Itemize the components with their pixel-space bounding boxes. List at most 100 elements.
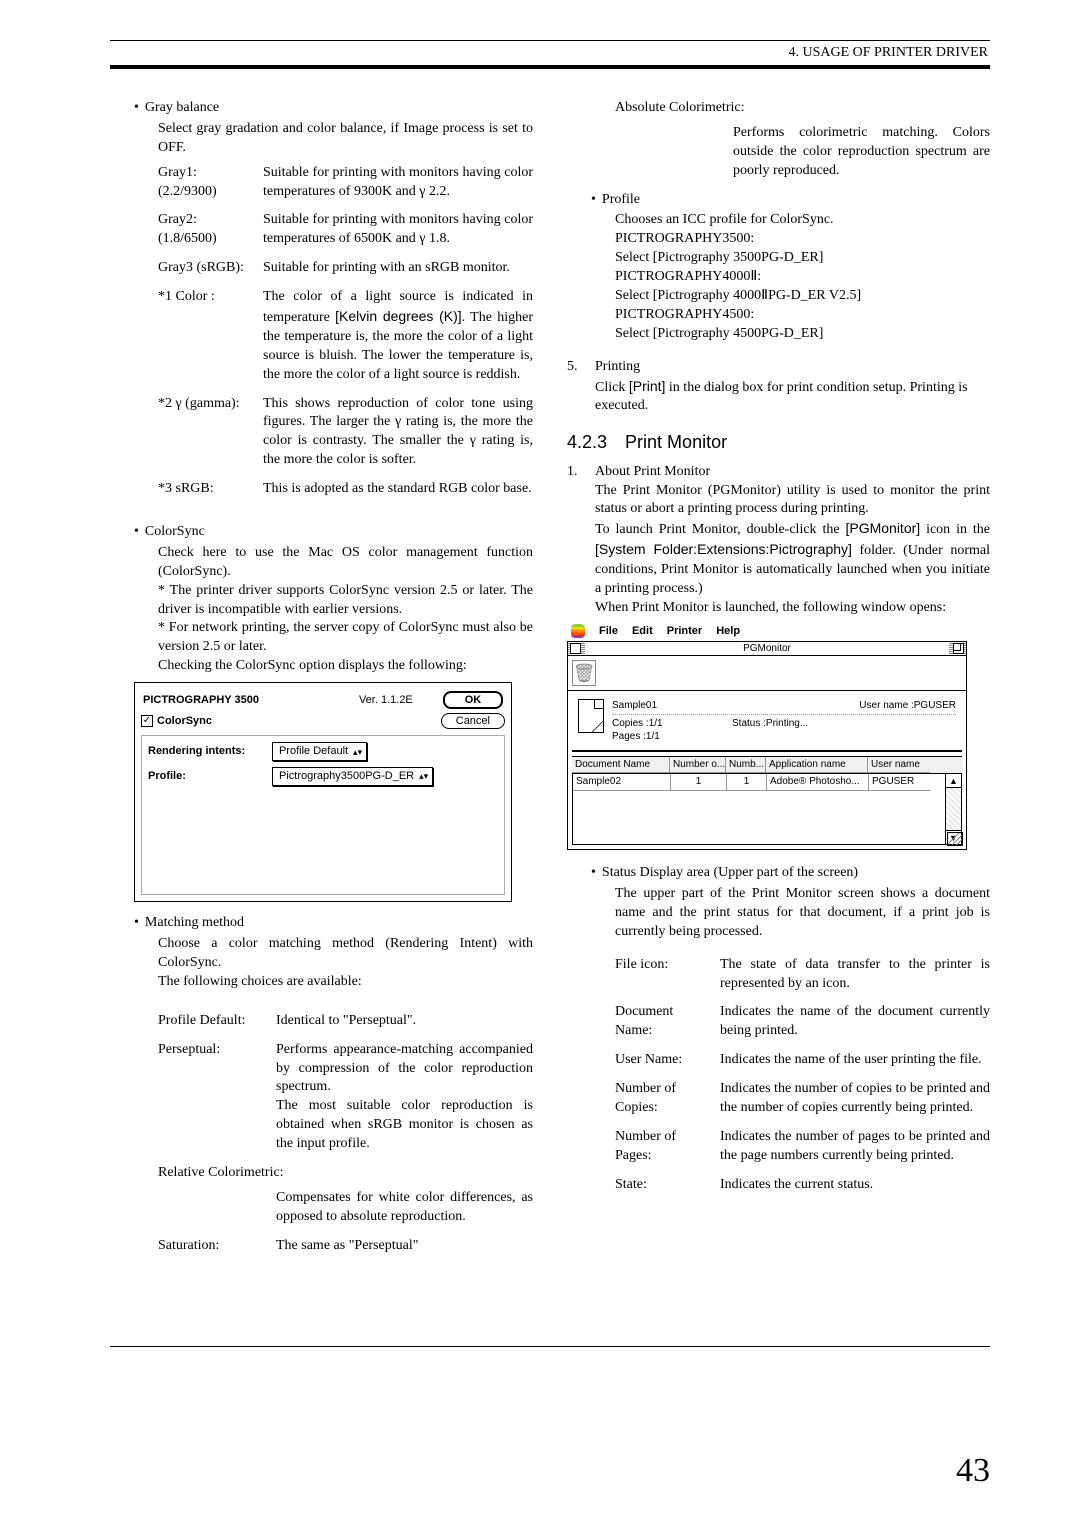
resize-icon[interactable] xyxy=(947,832,963,846)
pages-label: Pages : xyxy=(612,731,646,742)
user-name-desc: Indicates the name of the user printing … xyxy=(720,1051,990,1080)
profile-value: Pictrography3500PG-D_ER xyxy=(279,770,414,782)
section-title: Print Monitor xyxy=(625,430,727,454)
status-value: Printing... xyxy=(766,718,808,729)
printing-title: Printing xyxy=(595,358,990,377)
rendering-intents-value: Profile Default xyxy=(279,745,348,757)
apple-icon[interactable] xyxy=(571,624,585,638)
colorsync-p2: * The printer driver supports ColorSync … xyxy=(134,582,533,620)
close-icon[interactable] xyxy=(570,643,581,654)
profile-line-1: Select [Pictrography 3500PG-D_ER] xyxy=(591,249,990,268)
state-desc: Indicates the current status. xyxy=(720,1176,990,1205)
window-title: PGMonitor xyxy=(585,642,949,656)
gray3-term: Gray3 (sRGB): xyxy=(158,259,263,288)
cell-app: Adobe® Photosho... xyxy=(767,774,869,791)
menu-help[interactable]: Help xyxy=(716,624,740,639)
statusarea-title: Status Display area (Upper part of the s… xyxy=(602,864,858,883)
file-icon-desc: The state of data transfer to the printe… xyxy=(720,956,990,1004)
profile-title: Profile xyxy=(602,191,640,210)
document-icon xyxy=(578,699,604,733)
about-p2: To launch Print Monitor, double-click th… xyxy=(595,519,990,599)
profile-p1: Chooses an ICC profile for ColorSync. xyxy=(591,211,990,230)
colorsync-p4: Checking the ColorSync option displays t… xyxy=(134,657,533,676)
state-term: State: xyxy=(615,1176,720,1205)
scroll-up-icon[interactable]: ▲ xyxy=(946,774,961,788)
graybalance-title: Gray balance xyxy=(145,99,219,118)
col-user: User name xyxy=(868,757,930,774)
cell-doc: Sample02 xyxy=(573,774,671,791)
updown-icon: ▴▾ xyxy=(419,770,428,782)
status-doc: Sample01 xyxy=(612,699,657,713)
bullet-icon: • xyxy=(591,191,596,210)
menu-edit[interactable]: Edit xyxy=(632,624,653,639)
gray2-term2: (1.8/6500) xyxy=(158,231,217,246)
profile-select[interactable]: Pictrography3500PG-D_ER ▴▾ xyxy=(272,767,433,786)
ok-button[interactable]: OK xyxy=(443,691,503,709)
relative-colorimetric-desc: Compensates for white color differences,… xyxy=(276,1189,533,1237)
colorsync-p1: Check here to use the Mac OS color manag… xyxy=(134,544,533,582)
about-p1: The Print Monitor (PGMonitor) utility is… xyxy=(595,482,990,520)
trash-icon[interactable]: 🗑 xyxy=(572,660,596,686)
bullet-icon: • xyxy=(134,914,139,933)
user-name-term: User Name: xyxy=(615,1051,720,1080)
absolute-colorimetric-desc: Performs colorimetric matching. Colors o… xyxy=(733,124,990,191)
colorsync-checkbox[interactable]: ✓ ColorSync xyxy=(141,714,212,729)
updown-icon: ▴▾ xyxy=(353,746,362,758)
menubar: File Edit Printer Help xyxy=(567,622,967,641)
cell-copies: 1 xyxy=(671,774,727,791)
status-label: Status : xyxy=(732,718,766,729)
colorsync-p3: * For network printing, the server copy … xyxy=(134,619,533,657)
number-copies-desc: Indicates the number of copies to be pri… xyxy=(720,1080,990,1128)
table-header: Document Name Number o... Numb... Applic… xyxy=(572,756,962,774)
col-copies: Number o... xyxy=(670,757,726,774)
note-color-term: *1 Color : xyxy=(158,288,263,394)
note-gamma-desc: This shows reproduction of color tone us… xyxy=(263,395,533,481)
menu-printer[interactable]: Printer xyxy=(667,624,702,639)
printing-num: 5. xyxy=(567,358,585,417)
col-doc: Document Name xyxy=(572,757,670,774)
rendering-intents-label: Rendering intents: xyxy=(148,744,266,759)
graybalance-definitions: Gray1: (2.2/9300) Suitable for printing … xyxy=(158,164,533,509)
matching-p1: Choose a color matching method (Renderin… xyxy=(134,935,533,973)
status-user: User name :PGUSER xyxy=(859,699,956,713)
profile-default-term: Profile Default: xyxy=(158,1012,276,1041)
col-pages: Numb... xyxy=(726,757,766,774)
dialog-title: PICTROGRAPHY 3500 xyxy=(143,693,259,708)
document-name-desc: Indicates the name of the document curre… xyxy=(720,1003,990,1051)
left-column: • Gray balance Select gray gradation and… xyxy=(110,99,533,1266)
copies-value: 1/1 xyxy=(649,718,663,729)
cancel-button[interactable]: Cancel xyxy=(441,713,505,729)
number-pages-term: Number ofPages: xyxy=(615,1128,720,1176)
bullet-icon: • xyxy=(134,99,139,118)
document-name-term: DocumentName: xyxy=(615,1003,720,1051)
profile-line-5: Select [Pictrography 4500PG-D_ER] xyxy=(591,325,990,344)
page-header: 4. USAGE OF PRINTER DRIVER xyxy=(110,45,990,61)
saturation-desc: The same as "Perseptual" xyxy=(276,1237,533,1266)
about-p3: When Print Monitor is launched, the foll… xyxy=(595,599,990,618)
table-row[interactable]: Sample02 1 1 Adobe® Photosho... PGUSER xyxy=(573,774,945,791)
colorsync-dialog: PICTROGRAPHY 3500 Ver. 1.1.2E OK ✓ Color… xyxy=(134,682,512,902)
menu-file[interactable]: File xyxy=(599,624,618,639)
profile-default-desc: Identical to "Perseptual". xyxy=(276,1012,533,1041)
note-srgb-term: *3 sRGB: xyxy=(158,480,263,509)
number-copies-term: Number ofCopies: xyxy=(615,1080,720,1128)
zoom-icon[interactable] xyxy=(953,643,964,654)
page-number: 43 xyxy=(956,1452,990,1490)
about-num: 1. xyxy=(567,463,585,618)
colorsync-title: ColorSync xyxy=(145,523,205,542)
absolute-colorimetric-term: Absolute Colorimetric: xyxy=(615,99,990,118)
gray1-desc: Suitable for printing with monitors havi… xyxy=(263,164,533,212)
checkbox-icon: ✓ xyxy=(141,715,153,727)
profile-line-4: PICTROGRAPHY4500: xyxy=(591,306,990,325)
cell-user: PGUSER xyxy=(869,774,931,791)
profile-line-0: PICTROGRAPHY3500: xyxy=(591,230,990,249)
gray3-desc: Suitable for printing with an sRGB monit… xyxy=(263,259,533,288)
matching-p2: The following choices are available: xyxy=(134,973,533,992)
statusarea-p1: The upper part of the Print Monitor scre… xyxy=(591,885,990,942)
note-srgb-desc: This is adopted as the standard RGB colo… xyxy=(263,480,533,509)
pgmonitor-window: File Edit Printer Help PGMonitor 🗑 xyxy=(567,622,967,850)
rendering-intents-select[interactable]: Profile Default ▴▾ xyxy=(272,742,367,761)
bullet-icon: • xyxy=(591,864,596,883)
saturation-term: Saturation: xyxy=(158,1237,276,1266)
number-pages-desc: Indicates the number of pages to be prin… xyxy=(720,1128,990,1176)
